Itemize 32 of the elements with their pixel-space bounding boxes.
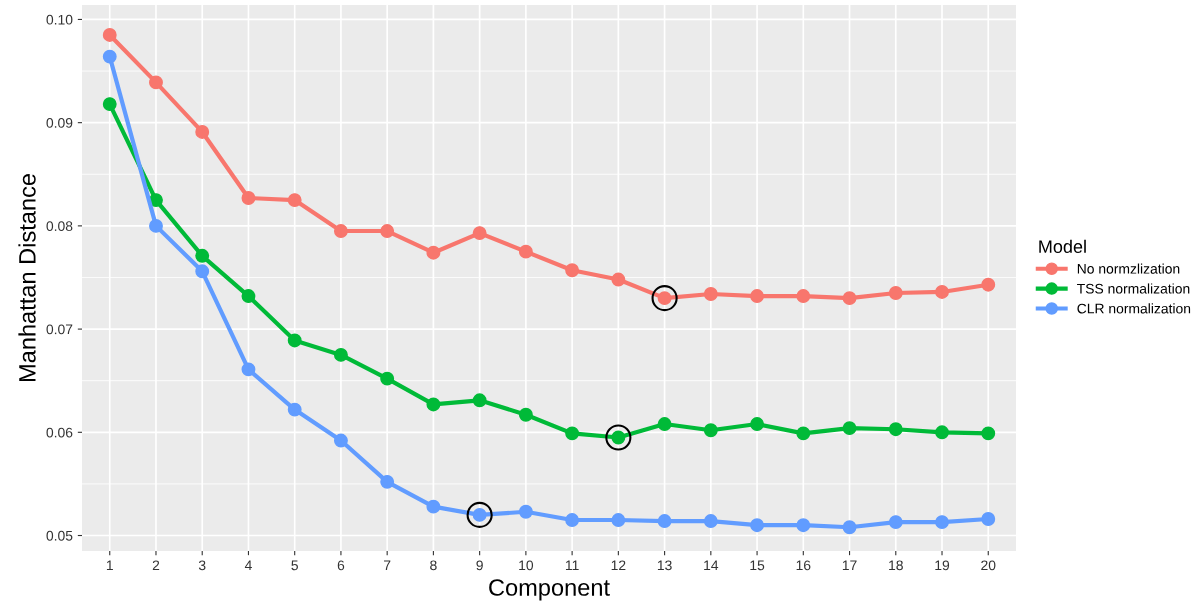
legend-label: CLR normalization (1077, 303, 1191, 314)
x-tick-label: 13 (657, 560, 672, 571)
legend-label: No normzlization (1077, 263, 1180, 274)
y-tick-label: 0.05 (46, 530, 73, 541)
y-tick-label: 0.08 (46, 221, 73, 232)
x-tick-label: 12 (611, 560, 626, 571)
y-tick-label: 0.07 (46, 324, 73, 335)
x-tick-label: 1 (106, 560, 113, 571)
x-tick-label: 10 (519, 560, 534, 571)
x-tick-label: 20 (981, 560, 996, 571)
x-tick-label: 2 (152, 560, 160, 571)
x-tick-label: 17 (842, 560, 857, 571)
x-tick-label: 8 (430, 560, 437, 571)
x-tick-label: 14 (704, 560, 719, 571)
x-tick-label: 18 (889, 560, 903, 571)
y-tick-label: 0.06 (46, 427, 73, 438)
x-tick-label: 7 (384, 560, 391, 571)
x-tick-label: 15 (750, 560, 765, 571)
x-tick-label: 5 (291, 560, 298, 571)
legend-title: Model (1039, 239, 1086, 254)
x-axis-title: Component (489, 579, 610, 601)
x-tick-label: 3 (198, 560, 206, 571)
x-tick-label: 6 (337, 560, 345, 571)
y-tick-label: 0.09 (46, 118, 73, 128)
x-tick-label: 9 (476, 560, 483, 571)
x-tick-label: 19 (935, 560, 950, 571)
y-axis-title: Manhattan Distance (18, 174, 36, 382)
x-tick-label: 4 (244, 560, 252, 571)
y-tick-label: 0.10 (46, 14, 73, 25)
legend-label: TSS normalization (1077, 283, 1190, 294)
x-tick-label: 16 (796, 560, 811, 571)
x-tick-label: 11 (565, 560, 579, 571)
